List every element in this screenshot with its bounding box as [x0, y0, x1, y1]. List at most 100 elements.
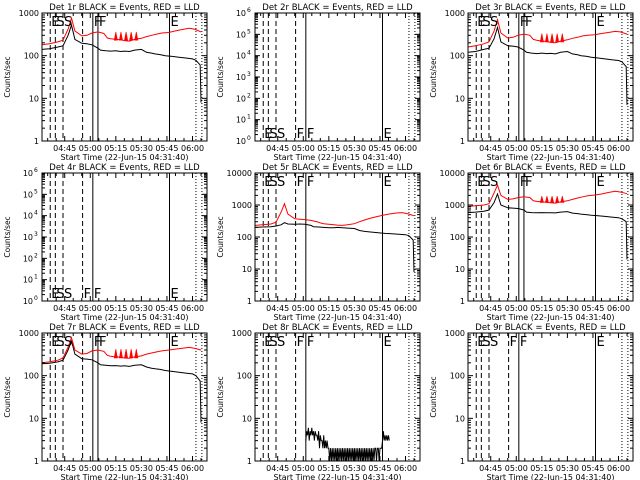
y-tick-label: 10 [23, 233, 33, 242]
lld-spike [550, 196, 555, 203]
marker-label: S [277, 127, 285, 142]
series-line-events [42, 23, 202, 103]
y-tick-label: 10 [236, 52, 246, 61]
panel-title: Det 8r BLACK = Events, RED = LLD [262, 323, 413, 333]
marker-label: E [384, 127, 392, 142]
y-tick-exponent: 1 [34, 274, 38, 281]
x-tick-label: 05:00 [79, 144, 102, 153]
series-line-events [468, 25, 628, 105]
y-axis-label: Counts/sec [429, 56, 438, 97]
plot-frame [254, 172, 421, 302]
panel-title: Det 4r BLACK = Events, RED = LLD [49, 163, 200, 173]
x-axis-label: Start Time (22-Jun-15 04:31:40) [487, 313, 615, 322]
x-axis-label: Start Time (22-Jun-15 04:31:40) [274, 313, 402, 322]
x-axis-label: Start Time (22-Jun-15 04:31:40) [274, 473, 402, 480]
x-tick-label: 05:00 [505, 144, 528, 153]
y-tick-label: 1 [460, 137, 465, 146]
marker-label: E [597, 335, 605, 350]
y-tick-label: 1 [247, 457, 252, 466]
lld-spike [560, 196, 565, 203]
lld-spike [539, 33, 544, 43]
x-tick-label: 04:45 [479, 464, 502, 473]
y-tick-exponent: 1 [247, 114, 251, 121]
panel-title: Det 9r BLACK = Events, RED = LLD [475, 323, 626, 333]
plot-area [475, 333, 629, 461]
marker-label: E [384, 175, 392, 190]
x-tick-label: 04:45 [53, 304, 76, 313]
x-tick-label: 05:00 [79, 464, 102, 473]
marker-label: E [477, 335, 485, 350]
y-tick-label: 10 [23, 169, 33, 178]
y-tick-label: 10 [23, 190, 33, 199]
marker-label: E [477, 15, 485, 30]
series-line-events [305, 427, 390, 461]
series-line-events [255, 222, 415, 273]
marker-label: E [264, 175, 272, 190]
x-tick-label: 05:00 [292, 464, 315, 473]
y-tick-exponent: 3 [247, 71, 251, 78]
y-tick-label: 10 [455, 265, 465, 274]
marker-label: E [171, 335, 179, 350]
y-tick-exponent: 6 [247, 7, 251, 14]
y-axis-label: Counts/sec [429, 376, 438, 417]
marker-label: S [490, 175, 498, 190]
plot-frame [467, 332, 634, 462]
marker-label: E [51, 287, 59, 302]
lld-spike [544, 33, 549, 43]
lld-spike [124, 31, 129, 41]
lld-spike [124, 349, 129, 359]
marker-label: S [269, 175, 277, 190]
marker-label: S [269, 127, 277, 142]
y-tick-label: 10 [236, 9, 246, 18]
x-tick-label: 05:30 [130, 144, 153, 153]
y-tick-label: 10 [23, 212, 33, 221]
panel-title: Det 7r BLACK = Events, RED = LLD [49, 323, 200, 333]
marker-label: F [297, 175, 304, 190]
plot-area [42, 13, 203, 141]
x-tick-label: 05:45 [581, 304, 604, 313]
y-axis-label: Counts/sec [3, 376, 12, 417]
x-tick-label: 04:45 [53, 144, 76, 153]
x-tick-label: 05:45 [368, 464, 391, 473]
y-tick-label: 100 [450, 372, 465, 381]
y-tick-label: 10 [236, 73, 246, 82]
y-tick-exponent: 4 [34, 210, 38, 217]
y-tick-exponent: 2 [34, 252, 38, 259]
marker-label: F [297, 335, 304, 350]
panel-title: Det 1r BLACK = Events, RED = LLD [49, 3, 200, 13]
marker-label: S [269, 335, 277, 350]
marker-label: F [520, 335, 527, 350]
x-tick-label: 06:00 [181, 304, 204, 313]
y-tick-label: 100 [24, 52, 39, 61]
y-tick-label: 1 [34, 137, 39, 146]
y-axis-label: Counts/sec [216, 56, 225, 97]
y-axis-label: Counts/sec [216, 376, 225, 417]
y-tick-exponent: 5 [34, 188, 38, 195]
marker-label: E [264, 335, 272, 350]
marker-label: F [520, 175, 527, 190]
y-axis-label: Counts/sec [429, 216, 438, 257]
marker-label: F [99, 15, 106, 30]
x-tick-label: 06:00 [181, 144, 204, 153]
lld-spike [539, 196, 544, 203]
y-tick-label: 100 [237, 372, 252, 381]
series-line-events [42, 339, 202, 423]
marker-label: F [525, 15, 532, 30]
marker-label: F [520, 15, 527, 30]
x-tick-label: 05:15 [317, 304, 340, 313]
lld-spike [555, 33, 560, 43]
y-tick-label: 1000 [19, 9, 39, 18]
y-tick-label: 10 [23, 276, 33, 285]
y-tick-label: 10000 [440, 169, 465, 178]
marker-label: S [482, 15, 490, 30]
lld-spike [129, 349, 134, 359]
plot-frame [254, 332, 421, 462]
x-tick-label: 05:30 [556, 464, 579, 473]
x-tick-label: 05:00 [292, 304, 315, 313]
lld-spike [134, 349, 139, 359]
x-tick-label: 04:45 [479, 144, 502, 153]
lld-spike [118, 349, 123, 359]
marker-label: E [384, 335, 392, 350]
plot-area [255, 173, 416, 301]
